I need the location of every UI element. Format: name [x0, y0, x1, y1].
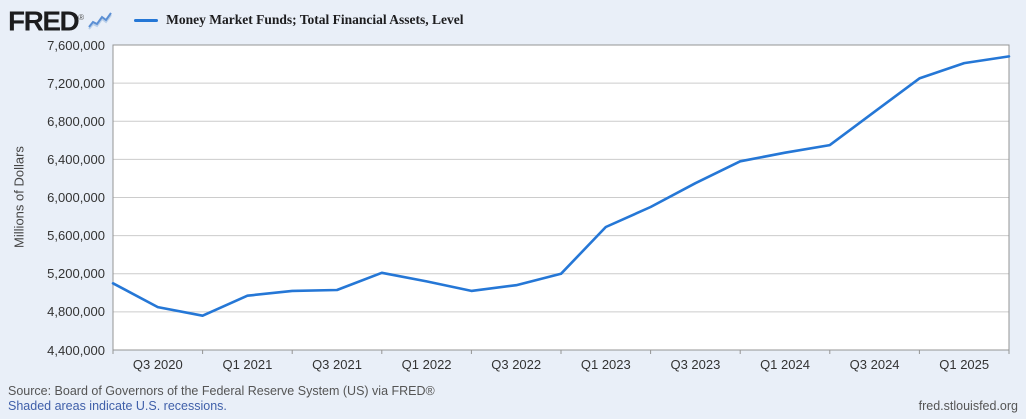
recessions-note-link[interactable]: Shaded areas indicate U.S. recessions. [8, 399, 227, 413]
x-tick-label: Q3 2021 [312, 357, 362, 372]
y-tick-label: 6,000,000 [47, 190, 105, 205]
y-axis-title: Millions of Dollars [11, 146, 27, 248]
x-tick-label: Q3 2024 [849, 357, 900, 372]
y-tick-label: 7,200,000 [47, 75, 105, 91]
x-tick-label: Q3 2023 [670, 357, 721, 372]
x-tick-label: Q3 2022 [491, 357, 542, 372]
series-line [111, 55, 1011, 318]
y-tick-label: 6,800,000 [47, 113, 105, 129]
site-url: fred.stlouisfed.org [918, 399, 1018, 413]
y-tick-label: 4,400,000 [47, 342, 105, 358]
fred-logo-text: FRED [8, 5, 80, 37]
y-tick-label: 4,800,000 [47, 304, 105, 320]
y-tick-label: 7,600,000 [47, 37, 105, 53]
x-tick-label: Q1 2025 [939, 357, 990, 372]
legend-series-label: Money Market Funds; Total Financial Asse… [166, 12, 464, 27]
registered-mark: ® [78, 13, 85, 23]
y-tick-label: 6,400,000 [47, 151, 105, 167]
fred-logo: FRED® [8, 4, 84, 35]
chart-header: FRED® Money Market Funds; Total Financia… [8, 4, 464, 36]
source-attribution: Source: Board of Governors of the Federa… [8, 384, 435, 398]
x-tick-label: Q1 2023 [580, 357, 631, 372]
x-tick-label: Q1 2022 [401, 357, 452, 372]
x-tick-label: Q3 2020 [132, 357, 183, 372]
legend-line-swatch [134, 18, 159, 22]
fred-sparkline-icon [88, 12, 112, 30]
x-tick-label: Q1 2024 [760, 357, 810, 372]
series-legend: Money Market Funds; Total Financial Asse… [134, 12, 464, 28]
y-tick-label: 5,200,000 [47, 266, 105, 282]
x-tick-label: Q1 2021 [222, 357, 273, 372]
y-tick-label: 5,600,000 [47, 228, 105, 244]
